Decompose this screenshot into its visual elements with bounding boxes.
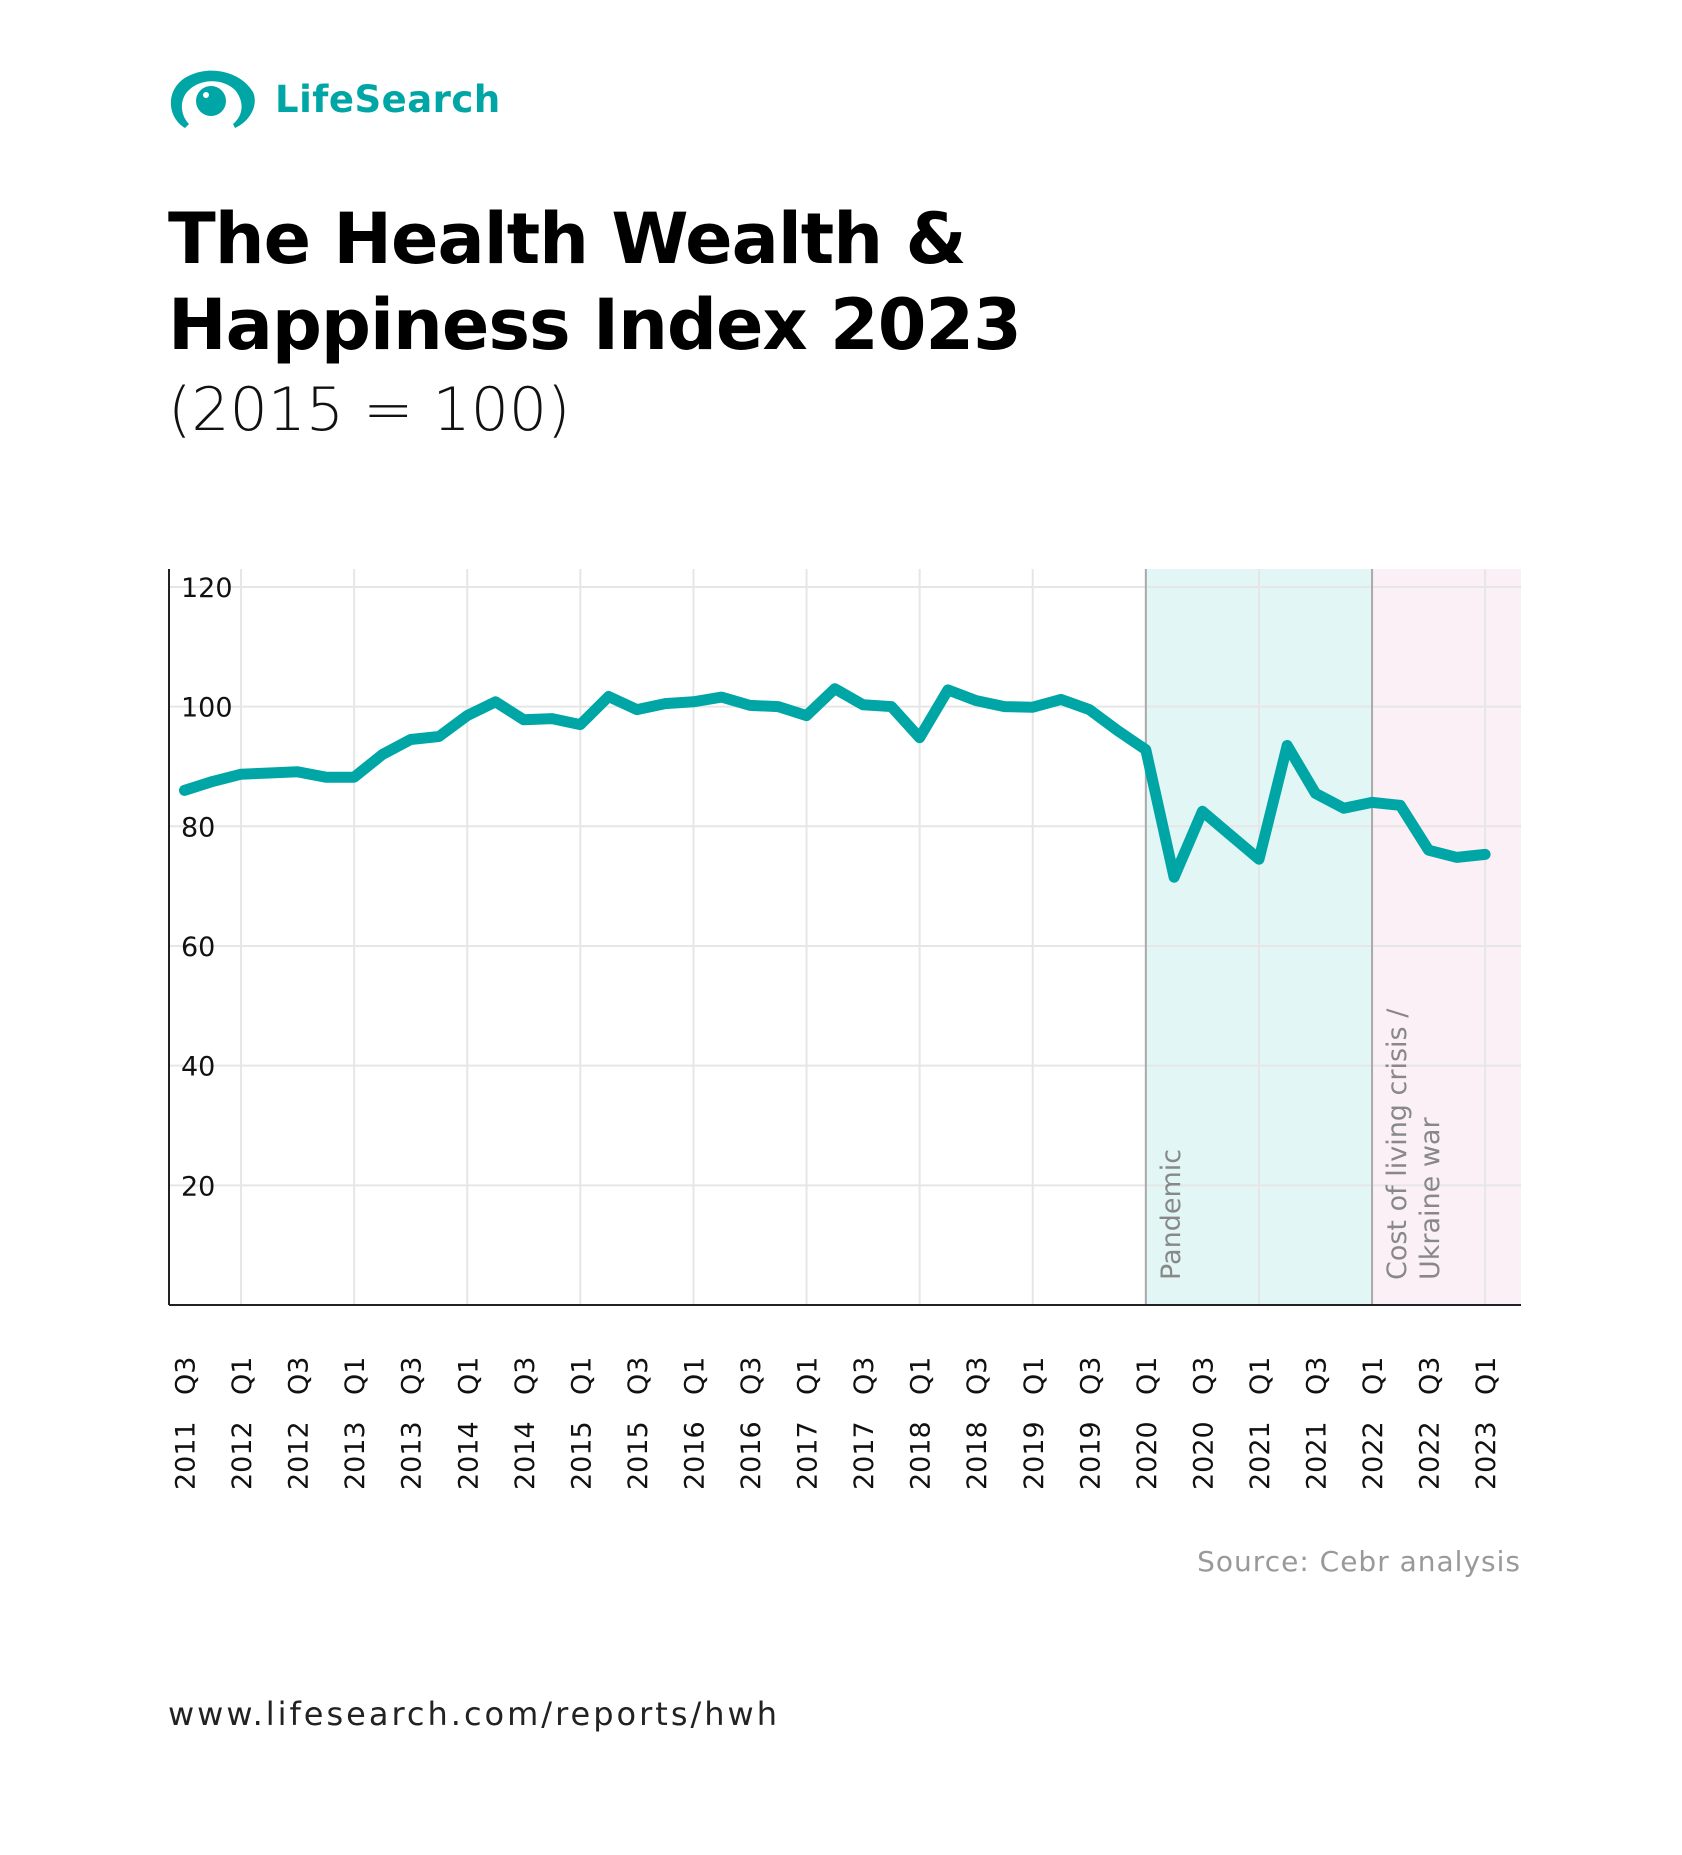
x-tick-year: 2022 bbox=[1415, 1421, 1446, 1490]
shaded-band bbox=[1372, 569, 1521, 1305]
x-tick-year: 2018 bbox=[962, 1421, 993, 1490]
brand-name: LifeSearch bbox=[275, 77, 501, 121]
x-tick-quarter: Q3 bbox=[1075, 1357, 1106, 1395]
x-tick-year: 2018 bbox=[906, 1421, 937, 1490]
x-tick-quarter: Q3 bbox=[1302, 1357, 1333, 1395]
x-tick-quarter: Q3 bbox=[284, 1357, 315, 1395]
subtitle: (2015 = 100) bbox=[168, 375, 571, 445]
x-tick-quarter: Q1 bbox=[793, 1357, 824, 1395]
x-tick-quarter: Q3 bbox=[736, 1357, 767, 1395]
x-tick-year: 2019 bbox=[1019, 1421, 1050, 1490]
x-tick-quarter: Q1 bbox=[679, 1357, 710, 1395]
y-tick-label: 60 bbox=[181, 932, 215, 963]
title-line: Happiness Index 2023 bbox=[168, 284, 1022, 366]
x-tick-quarter: Q1 bbox=[340, 1357, 371, 1395]
report-url[interactable]: www.lifesearch.com/reports/hwh bbox=[168, 1695, 780, 1733]
x-tick-year: 2020 bbox=[1188, 1421, 1219, 1490]
x-tick-year: 2021 bbox=[1302, 1421, 1333, 1490]
x-tick-year: 2015 bbox=[566, 1421, 597, 1490]
page-title: The Health Wealth & Happiness Index 2023 bbox=[168, 196, 1022, 368]
x-tick-year: 2014 bbox=[510, 1421, 541, 1490]
x-tick-quarter: Q1 bbox=[453, 1357, 484, 1395]
x-tick-quarter: Q1 bbox=[1245, 1357, 1276, 1395]
band-label: Ukraine war bbox=[1415, 1117, 1446, 1280]
x-tick-year: 2014 bbox=[453, 1421, 484, 1490]
x-tick-quarter: Q1 bbox=[566, 1357, 597, 1395]
x-tick-year: 2019 bbox=[1075, 1421, 1106, 1490]
band-label: Cost of living crisis / bbox=[1382, 1008, 1413, 1280]
x-tick-quarter: Q3 bbox=[1415, 1357, 1446, 1395]
band-label: Pandemic bbox=[1156, 1149, 1187, 1280]
x-tick-year: 2012 bbox=[227, 1421, 258, 1490]
x-tick-year: 2017 bbox=[849, 1421, 880, 1490]
y-tick-label: 20 bbox=[181, 1171, 215, 1202]
x-tick-quarter: Q1 bbox=[227, 1357, 258, 1395]
x-tick-quarter: Q1 bbox=[906, 1357, 937, 1395]
x-tick-year: 2013 bbox=[397, 1421, 428, 1490]
x-tick-year: 2022 bbox=[1358, 1421, 1389, 1490]
x-tick-quarter: Q3 bbox=[171, 1357, 202, 1395]
y-tick-label: 40 bbox=[181, 1052, 215, 1083]
x-tick-year: 2011 bbox=[171, 1421, 202, 1490]
y-tick-label: 100 bbox=[181, 693, 233, 724]
source-note: Source: Cebr analysis bbox=[1197, 1545, 1521, 1578]
x-tick-year: 2015 bbox=[623, 1421, 654, 1490]
x-tick-quarter: Q1 bbox=[1471, 1357, 1502, 1395]
x-tick-year: 2012 bbox=[284, 1421, 315, 1490]
x-tick-year: 2021 bbox=[1245, 1421, 1276, 1490]
x-tick-quarter: Q1 bbox=[1358, 1357, 1389, 1395]
brand-logo: LifeSearch bbox=[163, 66, 501, 132]
x-tick-quarter: Q3 bbox=[962, 1357, 993, 1395]
x-tick-year: 2023 bbox=[1471, 1421, 1502, 1490]
x-tick-quarter: Q3 bbox=[849, 1357, 880, 1395]
x-tick-year: 2016 bbox=[736, 1421, 767, 1490]
y-tick-label: 80 bbox=[181, 812, 215, 843]
x-tick-quarter: Q1 bbox=[1019, 1357, 1050, 1395]
x-tick-year: 2013 bbox=[340, 1421, 371, 1490]
y-tick-label: 120 bbox=[181, 573, 233, 604]
x-tick-quarter: Q3 bbox=[623, 1357, 654, 1395]
x-tick-year: 2020 bbox=[1132, 1421, 1163, 1490]
eye-logo-icon bbox=[170, 70, 255, 128]
x-tick-quarter: Q3 bbox=[397, 1357, 428, 1395]
x-tick-year: 2016 bbox=[679, 1421, 710, 1490]
x-tick-year: 2017 bbox=[793, 1421, 824, 1490]
title-line: The Health Wealth & bbox=[168, 198, 967, 280]
x-tick-quarter: Q3 bbox=[510, 1357, 541, 1395]
x-tick-quarter: Q3 bbox=[1188, 1357, 1219, 1395]
x-tick-quarter: Q1 bbox=[1132, 1357, 1163, 1395]
